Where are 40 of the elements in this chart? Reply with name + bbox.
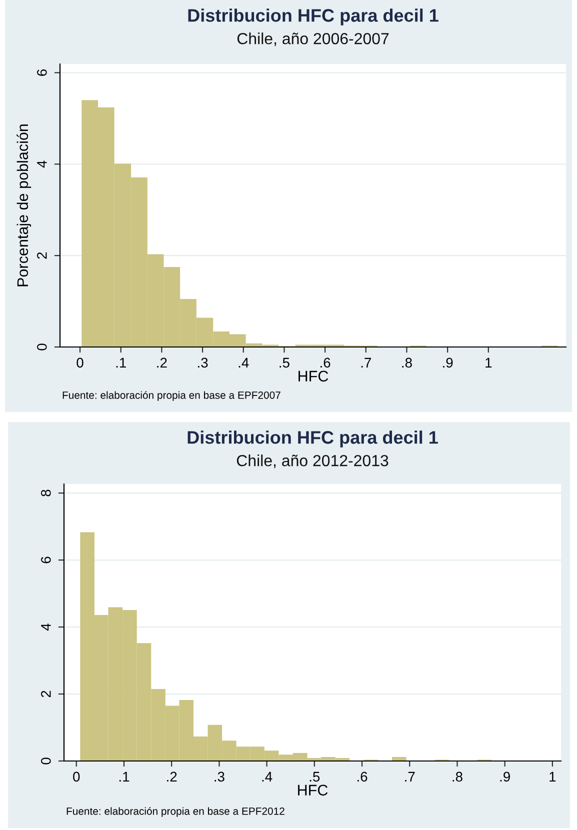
y-tick-label: 0	[41, 758, 51, 764]
x-axis-title: HFC	[298, 784, 328, 796]
x-axis-title: HFC	[298, 370, 328, 382]
x-tick-label: .7	[361, 358, 371, 368]
y-tick-label: 2	[41, 690, 51, 698]
x-tick-label: .2	[167, 772, 177, 782]
x-tick-label: .4	[262, 772, 272, 782]
chart-subtitle: Chile, año 2006-2007	[237, 32, 389, 46]
x-tick-label: .7	[405, 772, 415, 782]
chart-subtitle: Chile, año 2012-2013	[236, 454, 388, 468]
chart-title: Distribucion HFC para decil 1	[188, 8, 438, 26]
chart-title: Distribucion HFC para decil 1	[188, 430, 438, 448]
y-tick-label: 0	[37, 344, 47, 350]
y-tick-label: 4	[41, 624, 51, 631]
y-tick-label: 6	[41, 556, 51, 564]
source-note: Fuente: elaboración propia en base a EPF2007	[62, 391, 280, 401]
x-tick-label: .1	[116, 358, 126, 368]
x-tick-label: .8	[402, 358, 412, 368]
x-tick-label: .8	[452, 772, 462, 782]
y-tick-label: 8	[41, 490, 51, 496]
x-tick-label: .6	[320, 358, 330, 368]
x-tick-label: .5	[280, 358, 290, 368]
x-tick-label: .3	[214, 772, 224, 782]
y-tick-label: 4	[37, 160, 47, 168]
x-tick-label: 0	[73, 772, 80, 782]
y-axis-title: Porcentaje de población	[16, 124, 32, 286]
x-tick-label: .6	[357, 772, 368, 782]
x-tick-label: .3	[198, 358, 208, 368]
x-tick-label: .5	[310, 772, 320, 782]
x-tick-label: .2	[157, 358, 167, 368]
x-tick-label: .1	[119, 772, 130, 782]
x-tick-label: .9	[443, 358, 453, 368]
x-tick-label: 1	[486, 358, 492, 368]
x-tick-label: 1	[550, 772, 556, 782]
x-tick-label: 0	[76, 358, 84, 368]
y-tick-label: 2	[37, 252, 47, 259]
x-tick-label: .9	[500, 772, 510, 782]
x-tick-label: .4	[238, 358, 249, 368]
source-note: Fuente: elaboración propia en base a EPF2012	[66, 807, 284, 817]
y-tick-label: 6	[37, 69, 47, 76]
